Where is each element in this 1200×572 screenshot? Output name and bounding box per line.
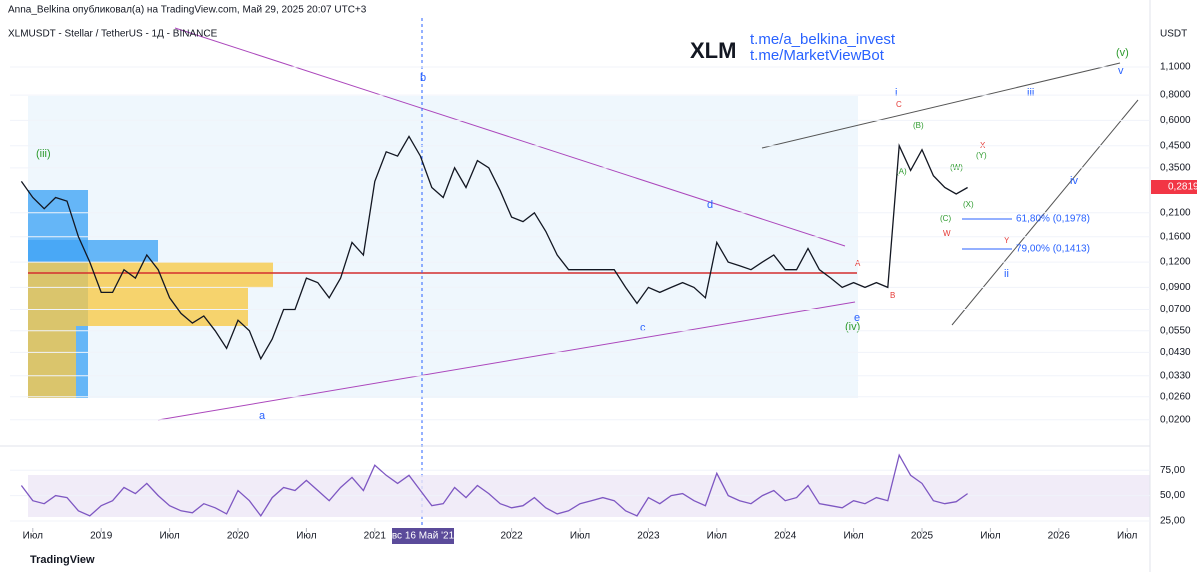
symbol: XLMUSDT - Stellar / TetherUS - 1Д - BINA… (8, 29, 218, 40)
y-tick-label: 0,0550 (1160, 325, 1191, 336)
wave-label: Y (1004, 236, 1010, 245)
trend-line (157, 301, 856, 421)
x-tick-label: Июл (707, 531, 727, 542)
wave-label: (C) (940, 214, 951, 223)
y-tick-label: 0,1600 (1160, 231, 1191, 242)
y-tick-label: 0,3500 (1160, 162, 1191, 173)
wave-label: ii (1004, 268, 1009, 280)
price-label: 0,2819 (1168, 182, 1199, 193)
wave-label: e (854, 312, 860, 324)
wave-label: iv (1070, 175, 1078, 187)
wave-label: B (890, 291, 895, 300)
wave-label: C (896, 100, 902, 109)
x-tick-label: 2024 (774, 531, 797, 542)
x-tick-label: 2026 (1048, 531, 1071, 542)
x-tick-label: Июл (1117, 531, 1137, 542)
x-tick-label: 2021 (364, 531, 387, 542)
y-tick-label: 0,0700 (1160, 304, 1191, 315)
y-tick-label: 1,1000 (1160, 62, 1191, 73)
currency: USDT (1160, 29, 1187, 40)
wave-label: (iii) (36, 148, 51, 160)
ticker: XLM (690, 38, 736, 63)
trend-line (761, 62, 1121, 149)
wave-label: (A) (896, 167, 907, 176)
y-tick-label: 50,00 (1160, 490, 1185, 501)
wave-label: i (895, 87, 897, 99)
volume-profile (28, 288, 248, 326)
volume-profile (28, 240, 158, 262)
wave-label: (iv) (845, 321, 860, 333)
y-tick-label: 0,6000 (1160, 115, 1191, 126)
x-tick-label: 2023 (637, 531, 660, 542)
y-tick-label: 0,1200 (1160, 257, 1191, 268)
trend-line (174, 27, 846, 247)
fib-label: 61,80% (0,1978) (1016, 214, 1090, 225)
x-tick-label: 2020 (227, 531, 250, 542)
y-tick-label: 75,00 (1160, 465, 1185, 476)
crosshair-label: вс 16 Май '21 (392, 531, 455, 542)
link: t.me/MarketViewBot (750, 47, 885, 64)
y-tick-label: 0,0430 (1160, 347, 1191, 358)
publisher: Anna_Belkina опубликовал(а) на TradingVi… (8, 4, 367, 16)
wave-label: c (640, 322, 646, 334)
x-tick-label: Июл (980, 531, 1000, 542)
x-tick-label: Июл (570, 531, 590, 542)
volume-profile (28, 262, 273, 288)
price-line (20, 135, 968, 361)
x-tick-label: Июл (843, 531, 863, 542)
link: t.me/a_belkina_invest (750, 31, 896, 48)
price-box (1151, 180, 1197, 194)
y-tick-label: 0,4500 (1160, 140, 1191, 151)
x-tick-label: 2019 (90, 531, 113, 542)
brand: TradingView (30, 554, 95, 566)
x-tick-label: 2025 (911, 531, 934, 542)
rsi-line (20, 453, 968, 518)
wave-label: b (420, 72, 426, 84)
fib-label: 79,00% (0,1413) (1016, 244, 1090, 255)
y-tick-label: 0,8000 (1160, 90, 1191, 101)
wave-label: iii (1027, 87, 1034, 99)
wave-label: v (1118, 65, 1124, 77)
wave-label: (Y) (976, 151, 987, 160)
y-tick-label: 0,2100 (1160, 207, 1191, 218)
y-tick-label: 0,0260 (1160, 391, 1191, 402)
volume-profile (28, 326, 76, 398)
wave-label: (B) (913, 121, 924, 130)
wave-label: d (707, 199, 713, 211)
crosshair-box (392, 528, 454, 544)
x-tick-label: Июл (23, 531, 43, 542)
wave-label: (X) (963, 200, 974, 209)
wave-label: a (259, 410, 266, 422)
x-tick-label: 2022 (500, 531, 523, 542)
y-tick-label: 25,00 (1160, 516, 1185, 527)
y-tick-label: 0,0330 (1160, 370, 1191, 381)
y-tick-label: 0,0200 (1160, 414, 1191, 425)
wave-label: A (855, 259, 861, 268)
x-tick-label: Июл (296, 531, 316, 542)
wave-label: W (943, 229, 951, 238)
wave-label: (v) (1116, 47, 1129, 59)
x-tick-label: Июл (159, 531, 179, 542)
y-tick-label: 0,0900 (1160, 282, 1191, 293)
